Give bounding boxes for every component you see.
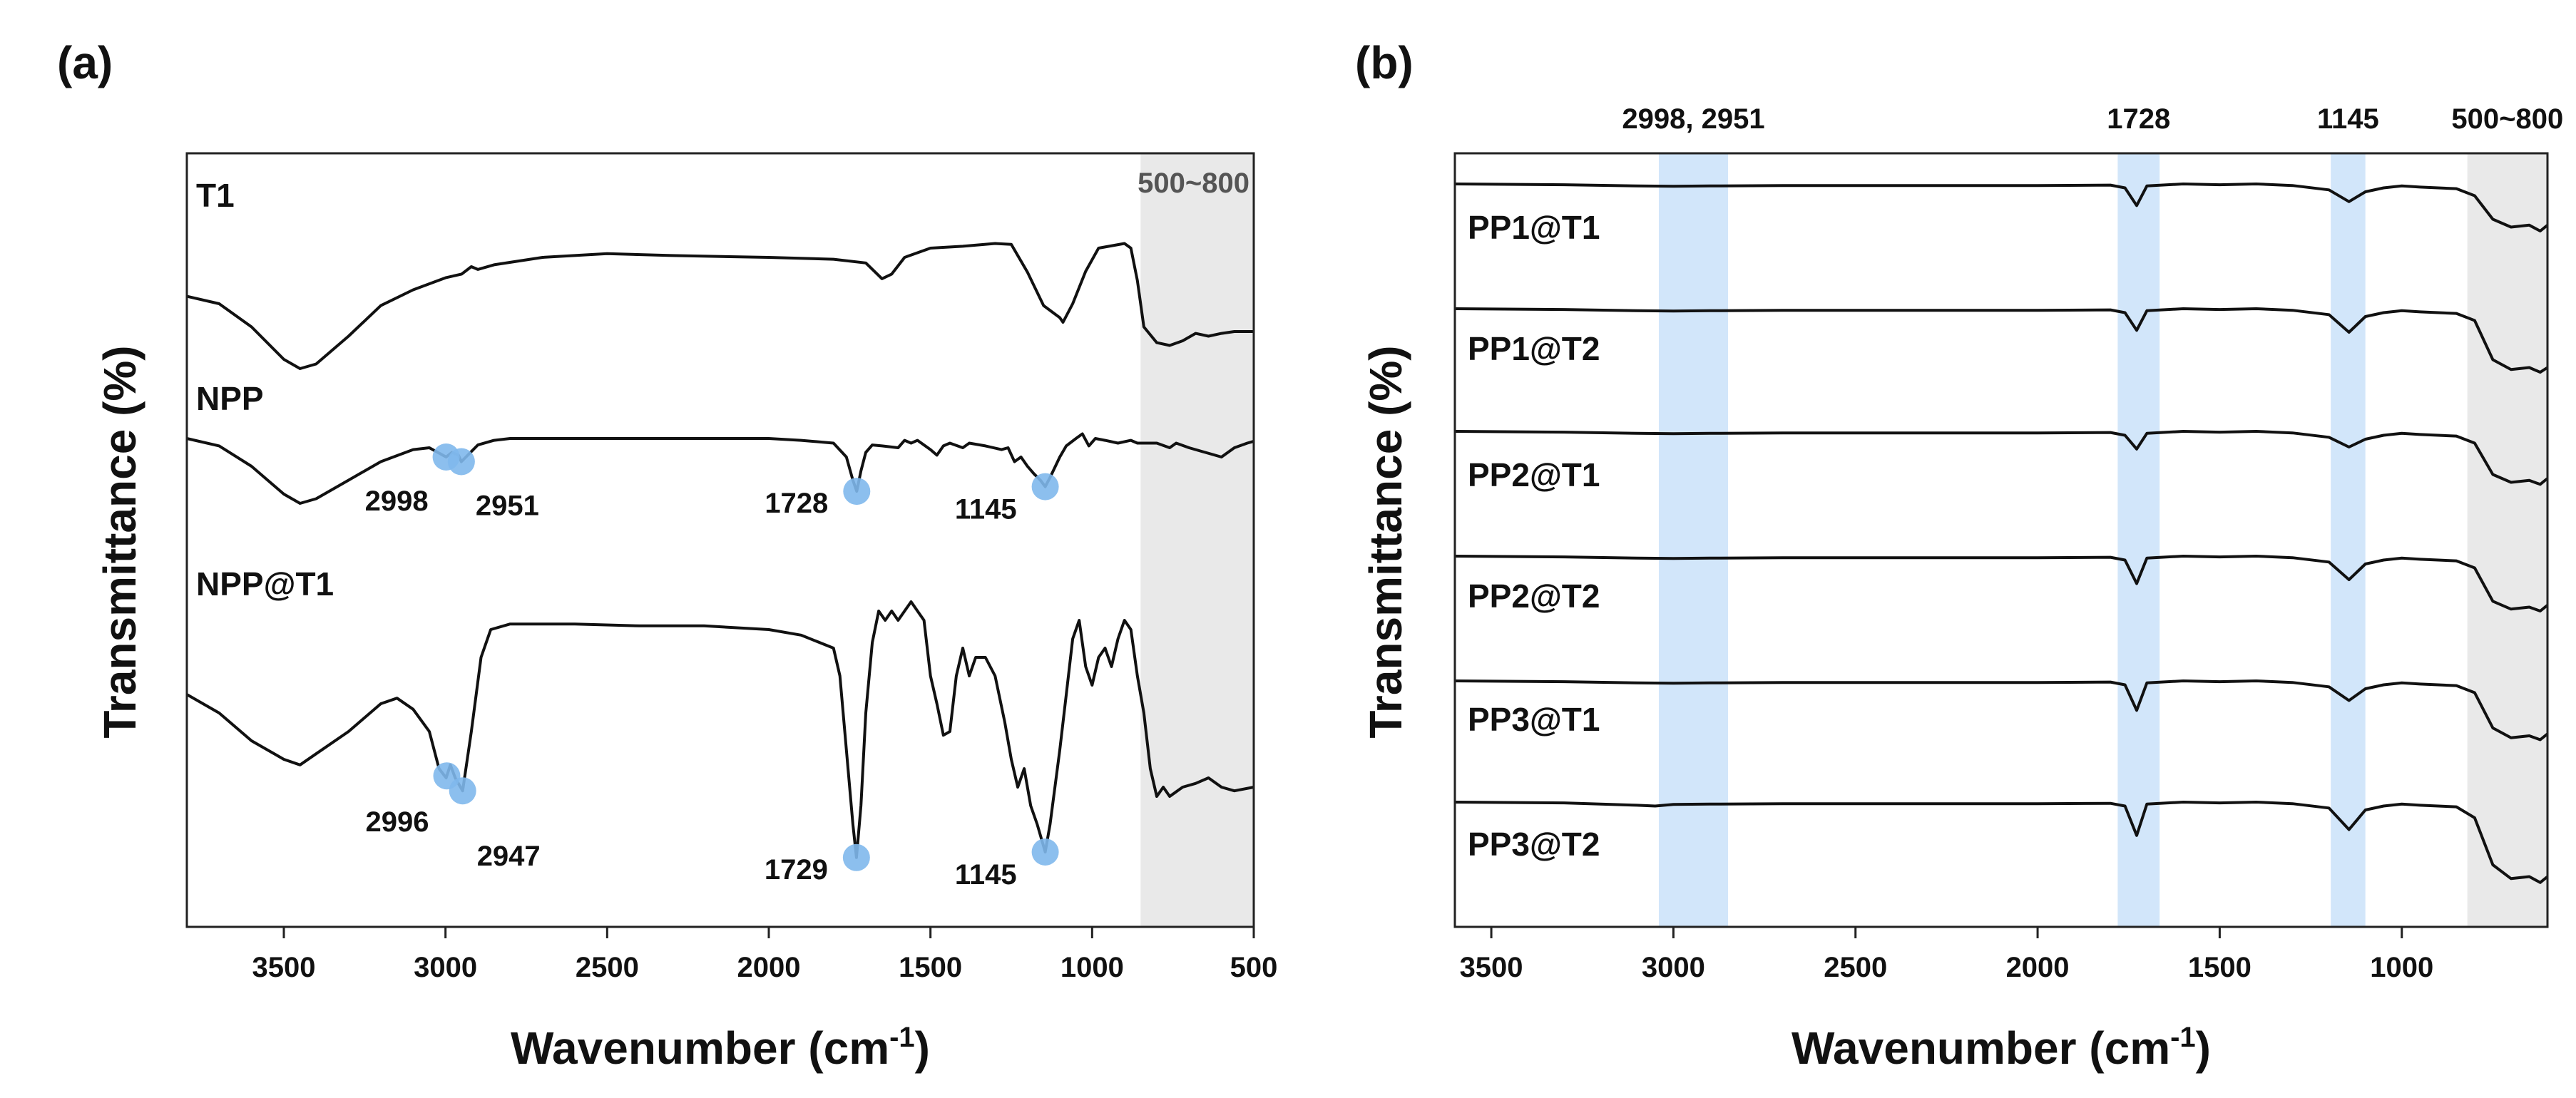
panel-a-label: (a) — [57, 37, 113, 88]
panel-a-shaded-regions: 500~800 — [1138, 154, 1254, 926]
panel-b-x-axis-title: Wavenumber (cm-1) — [1792, 1022, 2211, 1074]
shaded-region-2998-2951 — [1658, 154, 1728, 926]
panel-a-markers: 2998 2951 1728 1145 2996 2947 1729 1145 — [365, 443, 1059, 891]
spectrum-line-npp-t1 — [186, 600, 1254, 859]
x-tick-label-1500: 1500 — [899, 952, 962, 983]
x-tick-label-500: 500 — [1230, 952, 1278, 983]
x-tick-label-2500: 2500 — [576, 952, 639, 983]
x-tick-label-1500: 1500 — [2188, 952, 2252, 983]
shaded-region-1145 — [2331, 154, 2366, 926]
x-tick-label-3500: 3500 — [1460, 952, 1523, 983]
spectrum-line-npp — [186, 432, 1254, 505]
series-label-npp: NPP — [196, 380, 264, 417]
peak-label-npp-t1-1145: 1145 — [955, 859, 1017, 891]
series-label-npp-t1: NPP@T1 — [196, 565, 334, 602]
x-tick-label-3000: 3000 — [1642, 952, 1705, 983]
spectrum-line-pp3-t2 — [1454, 801, 2549, 884]
shaded-region-500-800 — [2467, 154, 2547, 926]
x-tick-label-3000: 3000 — [414, 952, 477, 983]
region-label-1145: 1145 — [2317, 103, 2379, 135]
region-label-500-800: 500~800 — [2451, 103, 2563, 135]
x-tick-label-1000: 1000 — [1060, 952, 1124, 983]
x-tick-label-2500: 2500 — [1824, 952, 1887, 983]
peak-label-npp-2998: 2998 — [365, 486, 429, 517]
series-label-pp2-t2: PP2@T2 — [1468, 578, 1600, 615]
peak-marker-npp-1145 — [1031, 473, 1059, 501]
peak-label-npp-1145: 1145 — [955, 494, 1017, 525]
series-label-pp3-t1: PP3@T1 — [1468, 701, 1600, 738]
panel-b-y-axis-title: Transmittance (%) — [1360, 345, 1411, 738]
panel-a-y-axis-title: Transmittance (%) — [94, 345, 145, 738]
panel-b-shaded-regions: 2998, 2951 1728 1145 500~800 — [1622, 103, 2563, 926]
spectrum-line-pp2-t1 — [1454, 430, 2549, 486]
peak-label-npp-t1-1729: 1729 — [765, 854, 828, 886]
shaded-region-1728 — [2117, 154, 2160, 926]
x-tick-label-2000: 2000 — [2006, 952, 2070, 983]
spectrum-line-pp1-t1 — [1454, 183, 2549, 232]
peak-marker-npp-t1-2947 — [449, 777, 476, 805]
series-label-pp1-t1: PP1@T1 — [1468, 209, 1600, 246]
series-label-pp2-t1: PP2@T1 — [1468, 456, 1600, 493]
peak-label-npp-t1-2947: 2947 — [477, 841, 541, 872]
spectrum-line-t1 — [186, 242, 1254, 370]
peak-marker-npp-t1-1729 — [842, 843, 870, 871]
panel-b-label: (b) — [1355, 37, 1414, 88]
spectrum-line-pp2-t2 — [1454, 555, 2549, 612]
spectrum-line-pp1-t2 — [1454, 307, 2549, 374]
series-label-pp1-t2: PP1@T2 — [1468, 330, 1600, 367]
peak-marker-npp-1728 — [843, 478, 871, 506]
panel-a-frame — [185, 152, 1255, 928]
x-tick-label-1000: 1000 — [2370, 952, 2433, 983]
panel-a-x-ticks: 3500 3000 2500 2000 1500 1000 500 — [252, 927, 1278, 983]
spectrum-line-pp3-t1 — [1454, 679, 2549, 742]
panel-b-series: PP1@T1 PP1@T2 PP2@T1 PP2@T2 PP3@T1 PP3@T2 — [1454, 183, 2549, 884]
panel-a-x-axis-title: Wavenumber (cm-1) — [511, 1022, 930, 1074]
x-tick-label-2000: 2000 — [737, 952, 801, 983]
series-label-pp3-t2: PP3@T2 — [1468, 826, 1600, 863]
panel-b-x-ticks: 3500 3000 2500 2000 1500 1000 — [1460, 927, 2433, 983]
region-label-500-800: 500~800 — [1138, 168, 1249, 199]
peak-marker-npp-2951 — [447, 448, 475, 476]
peak-label-npp-1728: 1728 — [765, 488, 828, 519]
panel-a: (a) 500~800 T1 NPP NPP@T1 2998 2951 1728 1145… — [57, 37, 1277, 1074]
peak-marker-npp-t1-1145 — [1031, 838, 1059, 866]
region-label-2998-2951: 2998, 2951 — [1622, 103, 1764, 135]
x-tick-label-3500: 3500 — [252, 952, 316, 983]
peak-label-npp-t1-2996: 2996 — [365, 806, 429, 838]
shaded-region-500-800 — [1140, 154, 1254, 926]
panel-b: (b) 2998, 2951 1728 1145 500~800 PP1@T1PP1@… — [1355, 37, 2563, 1074]
series-label-t1: T1 — [196, 177, 235, 214]
panel-a-series: T1 NPP NPP@T1 — [186, 177, 1254, 859]
peak-label-npp-2951: 2951 — [476, 491, 539, 522]
panel-b-frame — [1453, 152, 2549, 928]
region-label-1728: 1728 — [2107, 103, 2170, 135]
